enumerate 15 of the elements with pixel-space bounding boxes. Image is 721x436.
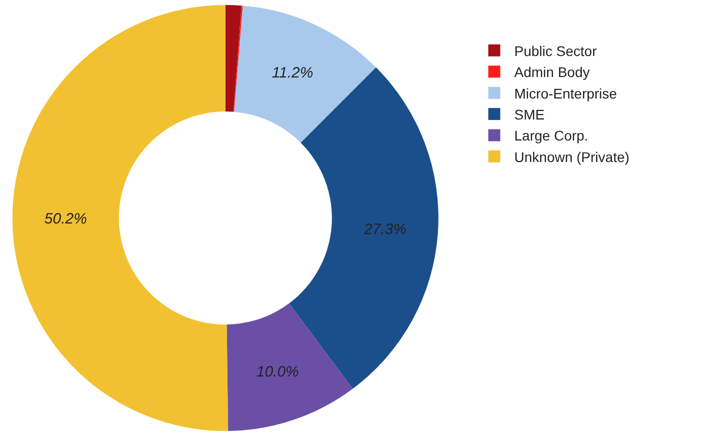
legend-label: Unknown (Private): [514, 148, 630, 165]
donut-slice: [234, 6, 376, 143]
donut-slice: [12, 5, 228, 431]
data-label: 27.3%: [362, 221, 407, 238]
data-label: 10.0%: [256, 364, 299, 381]
data-label: 50.2%: [44, 210, 87, 228]
donut-slice: [226, 303, 353, 431]
legend-label: Micro-Enterprise: [514, 85, 618, 102]
legend-label: Admin Body: [514, 64, 590, 80]
legend-label: Large Corp.: [514, 128, 588, 144]
data-label: 11.2%: [272, 64, 314, 82]
legend-label: Public Sector: [514, 42, 598, 59]
donut-slice: [233, 6, 243, 112]
legend-label: SME: [514, 106, 545, 122]
donut-slice: [225, 5, 242, 112]
